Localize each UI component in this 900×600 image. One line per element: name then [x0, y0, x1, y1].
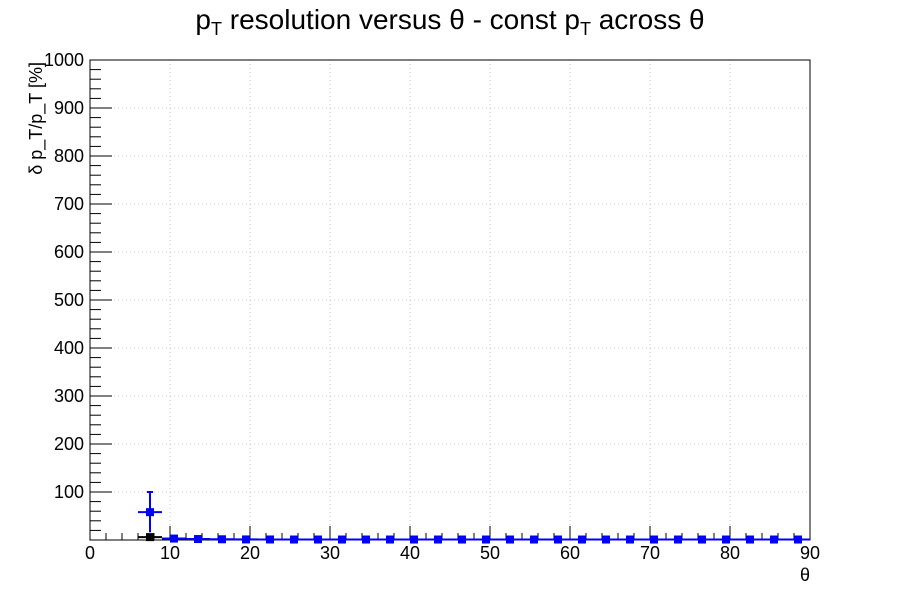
tick-labels: 0 10 20 30 40 50 60 70 80 90 100 200 300 400 500 600 700… [44, 50, 820, 563]
data-points [138, 491, 810, 544]
x-tick-label: 40 [400, 543, 420, 563]
data-marker [626, 535, 634, 544]
title-sub-t1: T [211, 19, 222, 39]
y-tick-label: 900 [54, 98, 84, 118]
y-tick-label: 300 [54, 386, 84, 406]
data-marker [506, 535, 514, 544]
y-tick-label: 1000 [44, 50, 84, 70]
y-tick-label: 100 [54, 482, 84, 502]
chart-title: pT resolution versus θ - const pT across… [0, 4, 900, 40]
grid-lines [90, 60, 810, 540]
data-marker [218, 535, 226, 544]
title-p: p [195, 4, 211, 35]
data-marker [410, 535, 418, 544]
data-marker [530, 535, 538, 544]
data-marker [578, 535, 586, 544]
x-axis-label: θ [800, 565, 810, 585]
data-marker [794, 535, 802, 544]
data-marker [698, 535, 706, 544]
data-marker [194, 535, 202, 544]
y-tick-label: 200 [54, 434, 84, 454]
data-marker [482, 535, 490, 544]
data-marker [338, 535, 346, 544]
data-marker [242, 535, 250, 544]
data-marker [170, 534, 178, 543]
y-tick-label: 400 [54, 338, 84, 358]
data-marker [746, 535, 754, 544]
data-marker [554, 535, 562, 544]
title-middle: resolution versus θ - const p [222, 4, 580, 35]
x-tick-label: 10 [160, 543, 180, 563]
data-marker [146, 533, 154, 542]
x-tick-label: 70 [640, 543, 660, 563]
data-marker [290, 535, 298, 544]
data-marker [458, 535, 466, 544]
title-end: across θ [590, 4, 705, 35]
x-tick-label: 60 [560, 543, 580, 563]
y-tick-label: 600 [54, 242, 84, 262]
data-marker [434, 535, 442, 544]
data-marker [362, 535, 370, 544]
data-marker [314, 535, 322, 544]
data-marker [146, 508, 154, 517]
x-tick-label: 80 [720, 543, 740, 563]
x-tick-label: 0 [85, 543, 95, 563]
data-marker [266, 535, 274, 544]
title-sub-t2: T [579, 19, 591, 39]
data-marker [770, 535, 778, 544]
data-marker [650, 535, 658, 544]
data-marker [674, 535, 682, 544]
y-tick-label: 700 [54, 194, 84, 214]
y-axis-label: δ p_T/p_T [%] [26, 62, 47, 175]
x-tick-label: 50 [480, 543, 500, 563]
data-marker [386, 535, 394, 544]
x-tick-label: 90 [800, 543, 820, 563]
data-marker [722, 535, 730, 544]
y-tick-label: 500 [54, 290, 84, 310]
x-tick-label: 30 [320, 543, 340, 563]
y-tick-label: 800 [54, 146, 84, 166]
x-tick-label: 20 [240, 543, 260, 563]
data-marker [602, 535, 610, 544]
